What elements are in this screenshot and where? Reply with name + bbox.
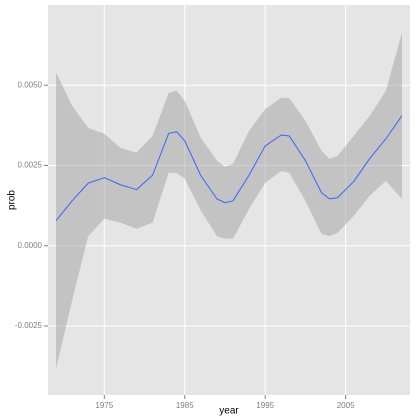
y-tick-label: 0.0000	[18, 241, 43, 250]
x-tick-label: 2005	[337, 401, 355, 410]
x-axis-title: year	[219, 406, 239, 417]
x-tick-label: 1975	[95, 401, 113, 410]
y-tick-label: 0.0025	[18, 161, 43, 170]
panel	[48, 5, 410, 395]
fit-line	[55, 115, 403, 222]
y-tick-label: -0.0025	[15, 321, 43, 330]
x-tick-label: 1995	[256, 401, 274, 410]
y-tick-label: 0.0050	[18, 80, 43, 89]
x-tick-label: 1985	[176, 401, 194, 410]
y-axis-title: prob	[7, 190, 18, 210]
confidence-band	[56, 32, 402, 369]
